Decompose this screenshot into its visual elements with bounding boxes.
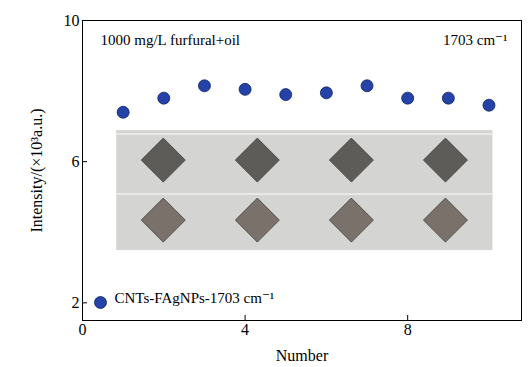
svg-text:1703 cm⁻¹: 1703 cm⁻¹ — [443, 32, 508, 48]
svg-text:10: 10 — [64, 12, 80, 29]
svg-text:0: 0 — [79, 321, 87, 338]
svg-text:Intensity/(×10³a.u.): Intensity/(×10³a.u.) — [28, 108, 46, 232]
svg-text:2: 2 — [72, 294, 80, 311]
svg-text:8: 8 — [404, 321, 412, 338]
svg-text:4: 4 — [241, 321, 249, 338]
svg-text:1000 mg/L furfural+oil: 1000 mg/L furfural+oil — [101, 32, 241, 48]
svg-text:Number: Number — [276, 347, 329, 364]
svg-text:6: 6 — [72, 153, 80, 170]
svg-text:CNTs-FAgNPs-1703 cm⁻¹: CNTs-FAgNPs-1703 cm⁻¹ — [115, 290, 275, 306]
